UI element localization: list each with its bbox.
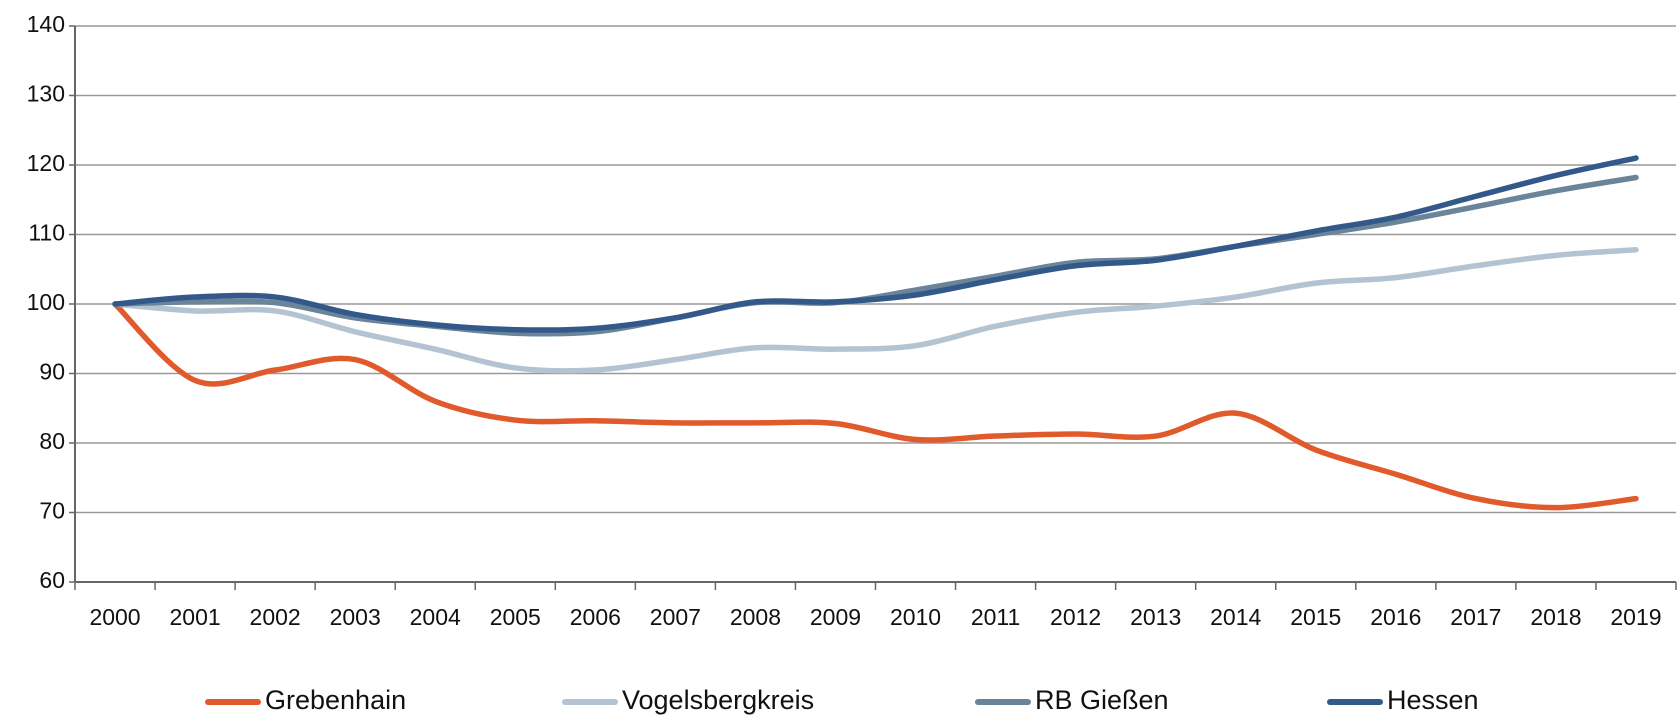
x-tick-label: 2008 bbox=[730, 604, 781, 630]
legend-label: Grebenhain bbox=[265, 685, 406, 715]
x-tick-label: 2014 bbox=[1210, 604, 1261, 630]
y-tick-label: 60 bbox=[39, 567, 65, 593]
x-tick-label: 2010 bbox=[890, 604, 941, 630]
x-tick-label: 2018 bbox=[1530, 604, 1581, 630]
y-tick-label: 120 bbox=[27, 150, 65, 176]
series-line bbox=[112, 301, 1639, 511]
y-tick-label: 80 bbox=[39, 428, 65, 454]
legend-label: RB Gießen bbox=[1035, 685, 1169, 715]
x-tick-label: 2013 bbox=[1130, 604, 1181, 630]
series-line bbox=[112, 247, 1639, 374]
x-tick-label: 2006 bbox=[570, 604, 621, 630]
y-tick-label: 90 bbox=[39, 359, 65, 385]
y-tick-label: 100 bbox=[27, 289, 65, 315]
x-tick-label: 2009 bbox=[810, 604, 861, 630]
x-tick-label: 2012 bbox=[1050, 604, 1101, 630]
x-tick-label: 2019 bbox=[1610, 604, 1661, 630]
y-tick-label: 130 bbox=[27, 81, 65, 107]
x-tick-label: 2016 bbox=[1370, 604, 1421, 630]
series-line bbox=[112, 174, 1639, 337]
x-tick-label: 2003 bbox=[330, 604, 381, 630]
x-tick-label: 2017 bbox=[1450, 604, 1501, 630]
y-tick-label: 110 bbox=[28, 220, 65, 246]
x-tick-label: 2011 bbox=[971, 604, 1020, 630]
x-tick-label: 2007 bbox=[650, 604, 701, 630]
x-tick-label: 2000 bbox=[89, 604, 140, 630]
legend-label: Vogelsbergkreis bbox=[622, 685, 814, 715]
y-tick-label: 70 bbox=[39, 498, 65, 524]
y-tick-label: 140 bbox=[27, 11, 65, 37]
x-tick-label: 2002 bbox=[250, 604, 301, 630]
legend-label: Hessen bbox=[1387, 685, 1479, 715]
x-tick-label: 2001 bbox=[169, 604, 220, 630]
x-tick-label: 2005 bbox=[490, 604, 541, 630]
x-tick-label: 2004 bbox=[410, 604, 461, 630]
series-line bbox=[112, 155, 1639, 333]
x-tick-label: 2015 bbox=[1290, 604, 1341, 630]
